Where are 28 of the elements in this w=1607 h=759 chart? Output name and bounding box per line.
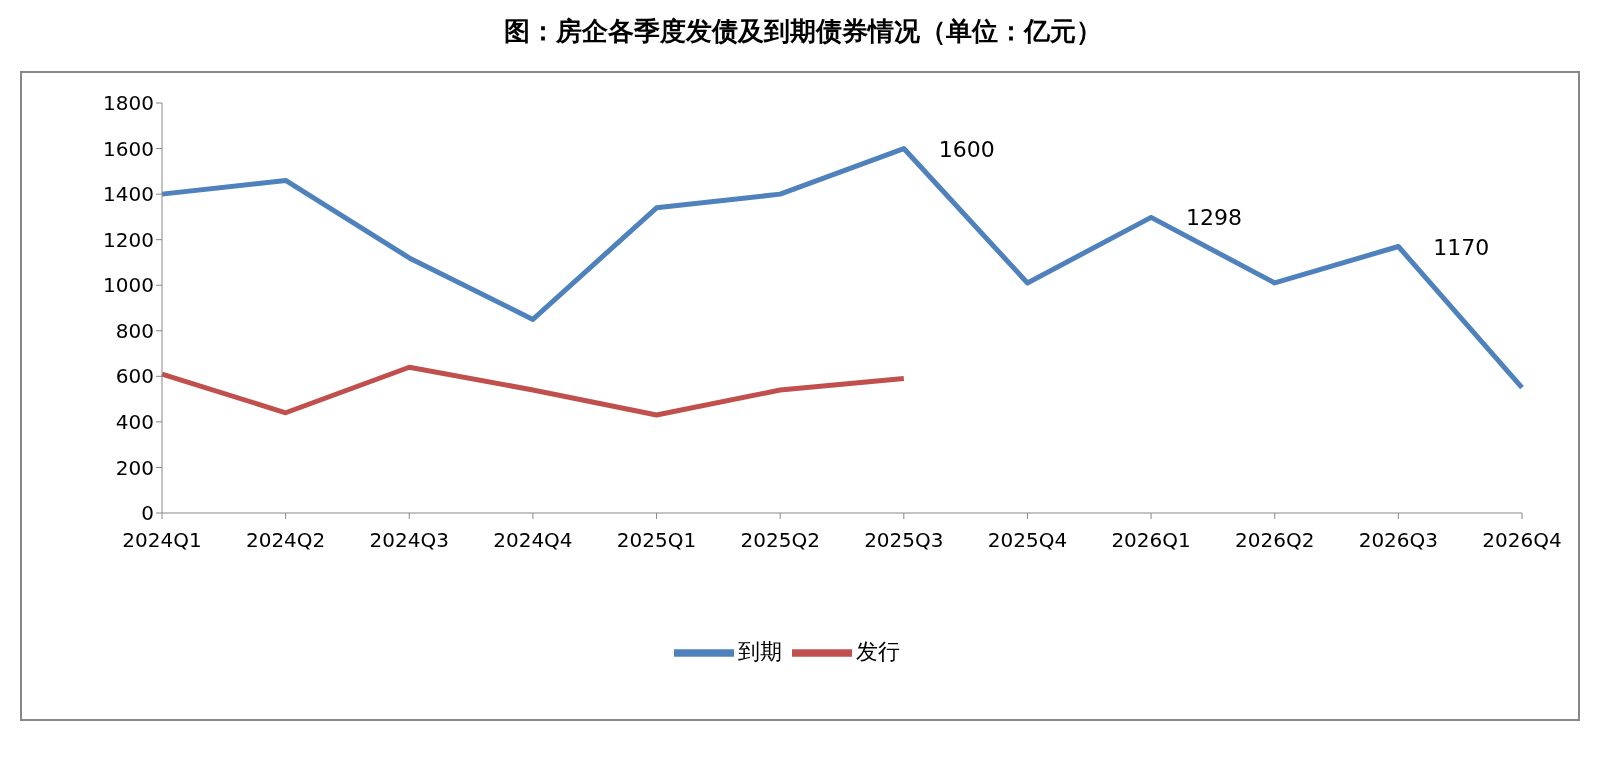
y-tick-label: 1800 bbox=[103, 91, 154, 116]
y-tick-label: 1200 bbox=[103, 227, 154, 252]
x-tick-label: 2026Q4 bbox=[1482, 528, 1562, 553]
y-tick-label: 0 bbox=[141, 501, 154, 526]
x-tick-label: 2024Q1 bbox=[122, 528, 202, 553]
legend-label: 到期 bbox=[738, 639, 782, 664]
x-tick-label: 2024Q2 bbox=[245, 528, 326, 553]
y-tick-label: 400 bbox=[115, 409, 154, 434]
x-tick-label: 2026Q3 bbox=[1358, 528, 1439, 553]
x-tick-label: 2025Q3 bbox=[864, 528, 944, 553]
y-tick-label: 1000 bbox=[103, 273, 154, 298]
x-tick-label: 2025Q4 bbox=[987, 528, 1068, 553]
x-tick-label: 2025Q2 bbox=[740, 528, 820, 553]
data-label: 1600 bbox=[938, 136, 995, 162]
y-tick-label: 1600 bbox=[103, 136, 154, 161]
y-tick-label: 600 bbox=[115, 364, 154, 389]
chart-title: 图：房企各季度发债及到期债券情况（单位：亿元） bbox=[503, 15, 1103, 48]
y-tick-label: 200 bbox=[115, 455, 154, 480]
data-label: 1298 bbox=[1186, 205, 1243, 231]
x-tick-label: 2026Q2 bbox=[1235, 528, 1315, 553]
y-tick-label: 1400 bbox=[103, 182, 154, 207]
x-tick-label: 2024Q3 bbox=[369, 528, 449, 553]
data-label: 1170 bbox=[1433, 234, 1490, 260]
legend-label: 发行 bbox=[856, 639, 900, 664]
x-tick-label: 2024Q4 bbox=[493, 528, 573, 553]
x-tick-label: 2026Q1 bbox=[1111, 528, 1191, 553]
y-tick-label: 800 bbox=[115, 318, 154, 343]
x-tick-label: 2025Q1 bbox=[616, 528, 697, 553]
